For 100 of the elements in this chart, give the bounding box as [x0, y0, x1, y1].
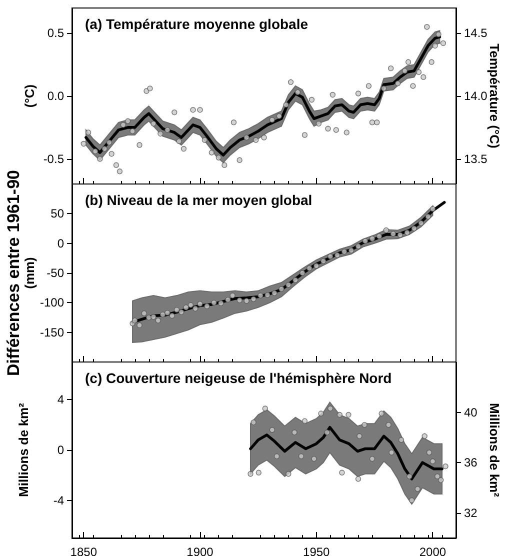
point — [434, 474, 440, 480]
point — [244, 298, 250, 304]
y2-tick-label: 13.5 — [464, 152, 488, 166]
point — [383, 227, 390, 234]
point — [356, 433, 362, 440]
point — [378, 410, 384, 416]
point — [225, 296, 231, 303]
point — [362, 422, 368, 428]
point — [264, 292, 270, 298]
y2-axis-title: Millions de km² — [487, 403, 502, 498]
y2-tick-label: 32 — [464, 506, 478, 520]
point — [155, 318, 161, 324]
text: (b) Niveau de la mer moyen global — [85, 192, 312, 208]
point — [404, 230, 410, 236]
point — [197, 301, 203, 307]
text: (a) Température moyenne globale — [85, 16, 308, 32]
point — [136, 322, 142, 328]
point — [258, 292, 264, 298]
point — [272, 290, 278, 296]
point — [369, 236, 376, 242]
point — [286, 471, 292, 477]
point — [192, 306, 198, 312]
y-tick-label: -150 — [40, 325, 64, 340]
point — [327, 406, 334, 412]
point — [236, 297, 242, 304]
point — [418, 220, 424, 226]
point — [150, 314, 156, 320]
point — [183, 304, 189, 310]
point — [302, 418, 308, 424]
point — [146, 314, 152, 320]
point — [298, 453, 304, 460]
point — [388, 450, 394, 456]
point — [438, 477, 444, 484]
point — [355, 476, 362, 482]
point — [141, 310, 147, 316]
point — [300, 270, 306, 276]
x-tick-label: 1850 — [70, 545, 98, 556]
point — [320, 258, 326, 264]
point — [386, 422, 392, 428]
point — [274, 453, 280, 460]
point — [286, 282, 292, 288]
y-tick-label: 0.5 — [47, 26, 64, 40]
y-tick-label: 0.0 — [47, 89, 64, 103]
point — [422, 433, 428, 440]
y2-tick-label: 14.0 — [464, 89, 488, 103]
point — [348, 248, 354, 254]
point — [336, 412, 342, 418]
point — [211, 300, 217, 306]
point — [311, 456, 317, 462]
x-tick-label: 1950 — [303, 545, 330, 556]
point — [188, 302, 194, 308]
point — [250, 296, 256, 302]
y2-tick-label: 40 — [464, 405, 478, 420]
y2-tick-label: 14.5 — [464, 26, 488, 40]
text: Différences entre 1961-90 — [4, 170, 24, 376]
point — [327, 254, 334, 260]
point — [160, 312, 166, 318]
point — [262, 406, 268, 412]
point — [292, 277, 298, 283]
point — [339, 470, 345, 476]
point — [430, 458, 436, 464]
y-tick-label: -50 — [46, 266, 64, 280]
point — [430, 206, 436, 212]
point — [164, 310, 170, 316]
point — [426, 450, 432, 456]
point — [178, 309, 184, 316]
point — [269, 427, 275, 433]
point — [411, 226, 417, 232]
point — [346, 412, 352, 418]
x-tick-label: 1900 — [186, 545, 214, 556]
point — [278, 286, 284, 292]
y-tick-label: -0.5 — [43, 152, 64, 166]
y-axis-title: (°C) — [22, 84, 37, 108]
y2-tick-label: 36 — [464, 456, 478, 470]
y-tick-label: -4 — [53, 493, 64, 508]
point — [341, 248, 348, 254]
point — [408, 497, 415, 504]
point — [442, 463, 448, 470]
point — [248, 471, 254, 477]
point — [256, 470, 262, 476]
y-axis-title: Millions de km² — [16, 402, 31, 497]
point — [414, 486, 420, 492]
point — [324, 430, 330, 436]
x-tick-label: 2000 — [419, 545, 446, 556]
point — [250, 419, 256, 426]
y-axis-title: (mm) — [22, 257, 37, 289]
point — [425, 214, 431, 220]
point — [398, 437, 404, 443]
y2-axis-title: Température (°C) — [487, 44, 502, 148]
y-tick-label: 4 — [57, 392, 64, 407]
point — [369, 456, 376, 462]
point — [390, 230, 396, 237]
point — [406, 474, 412, 480]
point — [314, 263, 320, 269]
point — [292, 430, 298, 436]
point — [230, 292, 236, 298]
point — [376, 233, 382, 240]
point — [334, 252, 340, 258]
text: (c) Couverture neigeuse de l'hémisphère Nord — [85, 370, 392, 386]
point — [174, 306, 180, 313]
